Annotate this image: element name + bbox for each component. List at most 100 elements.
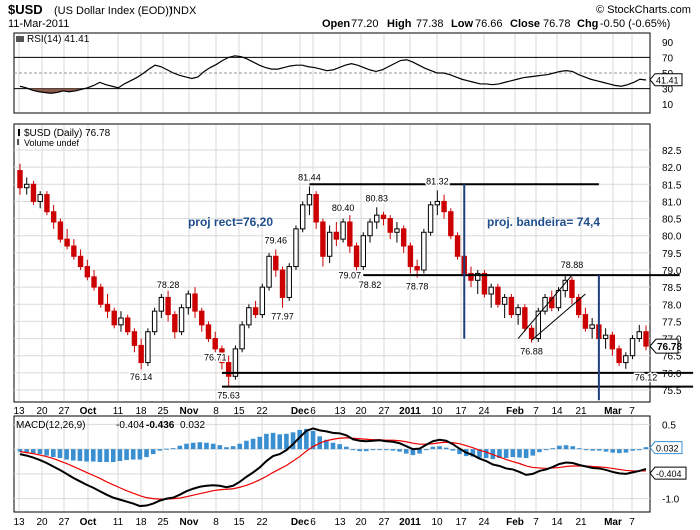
macd-layer: 0.50.0-0.5-1.00.032-0.404 <box>14 417 687 511</box>
candle-body <box>205 324 212 340</box>
candle-body <box>528 327 535 340</box>
price-tick-label: 75.5 <box>662 386 682 397</box>
candle-body <box>387 218 393 233</box>
x-axis-label: 18 <box>135 406 147 417</box>
candle-body <box>475 272 481 281</box>
candle-body <box>623 355 629 364</box>
x-axis-label-bottom: 17 <box>455 517 467 528</box>
x-axis-label: 7 <box>629 406 635 417</box>
candle-body <box>602 334 609 340</box>
x-axis-label: 7 <box>533 406 539 417</box>
macd-histogram-bar <box>57 449 63 459</box>
macd-histogram-bar <box>310 430 316 450</box>
candle-body <box>17 170 23 189</box>
macd-histogram-bar <box>177 445 183 450</box>
x-axis-label-bottom: 11 <box>113 517 124 528</box>
candle-body <box>64 238 70 247</box>
candle-body <box>185 293 191 309</box>
candle-body <box>57 221 64 240</box>
candle-body <box>259 286 266 316</box>
copyright: © StockCharts.com <box>596 4 691 16</box>
candle-body <box>178 307 185 333</box>
price-legend-swatch <box>18 129 20 136</box>
macd-histogram-bar <box>150 449 156 455</box>
macd-panel <box>13 415 651 513</box>
macd-histogram-bar <box>510 449 516 458</box>
macd-histogram-bar <box>117 449 123 462</box>
x-axis-label-bottom: 18 <box>135 517 147 528</box>
macd-tick-label: -1.0 <box>662 495 680 506</box>
macd-histogram-bar <box>130 449 136 460</box>
macd-histogram-bar <box>270 432 276 450</box>
exchange: INDX <box>170 5 197 17</box>
candle-body <box>643 331 649 347</box>
macd-histogram-bar <box>344 446 349 450</box>
candle-body <box>394 228 400 233</box>
macd-histogram-bar <box>170 448 176 450</box>
price-point-label: 76.12 <box>635 373 658 383</box>
projection-annotation: proj rect=76,20 <box>188 215 273 229</box>
symbol-name: (US Dollar Index (EOD)) <box>54 5 173 17</box>
x-axis-label-bottom: 10 <box>431 517 443 528</box>
macd-histogram-bar <box>337 444 342 450</box>
macd-histogram-bar <box>623 449 629 453</box>
signal-line <box>19 437 646 500</box>
candle-body <box>522 307 528 329</box>
candle-body <box>347 221 353 247</box>
candle-body <box>84 266 91 278</box>
candle-body <box>326 231 333 257</box>
candle-body <box>286 266 292 298</box>
x-axis-label: 15 <box>233 406 245 417</box>
macd-badge-text: -0.404 <box>656 469 682 479</box>
candle-body <box>246 307 252 326</box>
candle-body <box>380 214 387 220</box>
candle-body <box>111 310 117 326</box>
rsi-tick-label: 90 <box>662 38 674 49</box>
macd-histogram-bar <box>110 449 116 463</box>
candle-body <box>313 194 319 223</box>
candle-body <box>488 286 494 295</box>
x-axis-label-bottom: 2011 <box>399 517 421 528</box>
candle-body <box>252 307 259 316</box>
price-tick-label: 77.5 <box>662 317 682 328</box>
rsi-layer: 907050301041.41 <box>14 34 683 112</box>
macd-histogram-bar <box>264 433 269 450</box>
candle-body <box>138 344 144 364</box>
x-axis-label: 24 <box>478 406 490 417</box>
x-axis-label: Oct <box>80 406 97 417</box>
macd-histogram-bar <box>557 445 562 450</box>
candle-body <box>535 310 542 340</box>
macd-histogram-bar <box>290 432 296 450</box>
macd-histogram-bar <box>457 449 462 455</box>
x-axis-label-bottom: 15 <box>233 517 245 528</box>
price-point-label: 76.71 <box>204 353 227 363</box>
x-axis-label: Mar <box>604 406 622 417</box>
price-label: $USD (Daily) 76.78 <box>24 128 111 139</box>
candle-body <box>50 211 57 223</box>
last-price-badge-text: 76.78 <box>657 342 682 353</box>
macd-histogram-bar <box>190 442 196 450</box>
price-tick-label: 78.5 <box>662 283 682 294</box>
projection-annotation: proj. bandeira= 74,4 <box>487 215 600 229</box>
macd-histogram-bar <box>217 445 223 450</box>
x-axis-label: 8 <box>213 406 219 417</box>
macd-histogram-bar <box>397 449 402 452</box>
open-label: Open <box>322 18 350 30</box>
macd-histogram-bar <box>44 449 49 456</box>
x-axis-label: 13 <box>13 406 25 417</box>
macd-histogram-bar <box>497 449 502 459</box>
candle-body <box>340 221 346 240</box>
macd-histogram-bar <box>77 449 83 462</box>
candle-body <box>454 235 461 257</box>
x-axis-label: Nov <box>180 406 199 417</box>
candle-body <box>98 286 104 305</box>
price-point-label: 78.82 <box>359 280 382 290</box>
histogram-badge <box>649 441 683 455</box>
candle-body <box>616 348 622 364</box>
high-value: 77.38 <box>416 18 444 30</box>
price-point-label: 76.14 <box>130 372 153 382</box>
candle-body <box>501 296 508 305</box>
macd-histogram-bar <box>64 449 69 460</box>
x-axis-layer: 13 13 20 20 27 27 Oct Oct 11 11 18 18 25 25 Nov Nov 8 8 15… <box>13 406 635 528</box>
macd-histogram-bar <box>31 449 36 454</box>
